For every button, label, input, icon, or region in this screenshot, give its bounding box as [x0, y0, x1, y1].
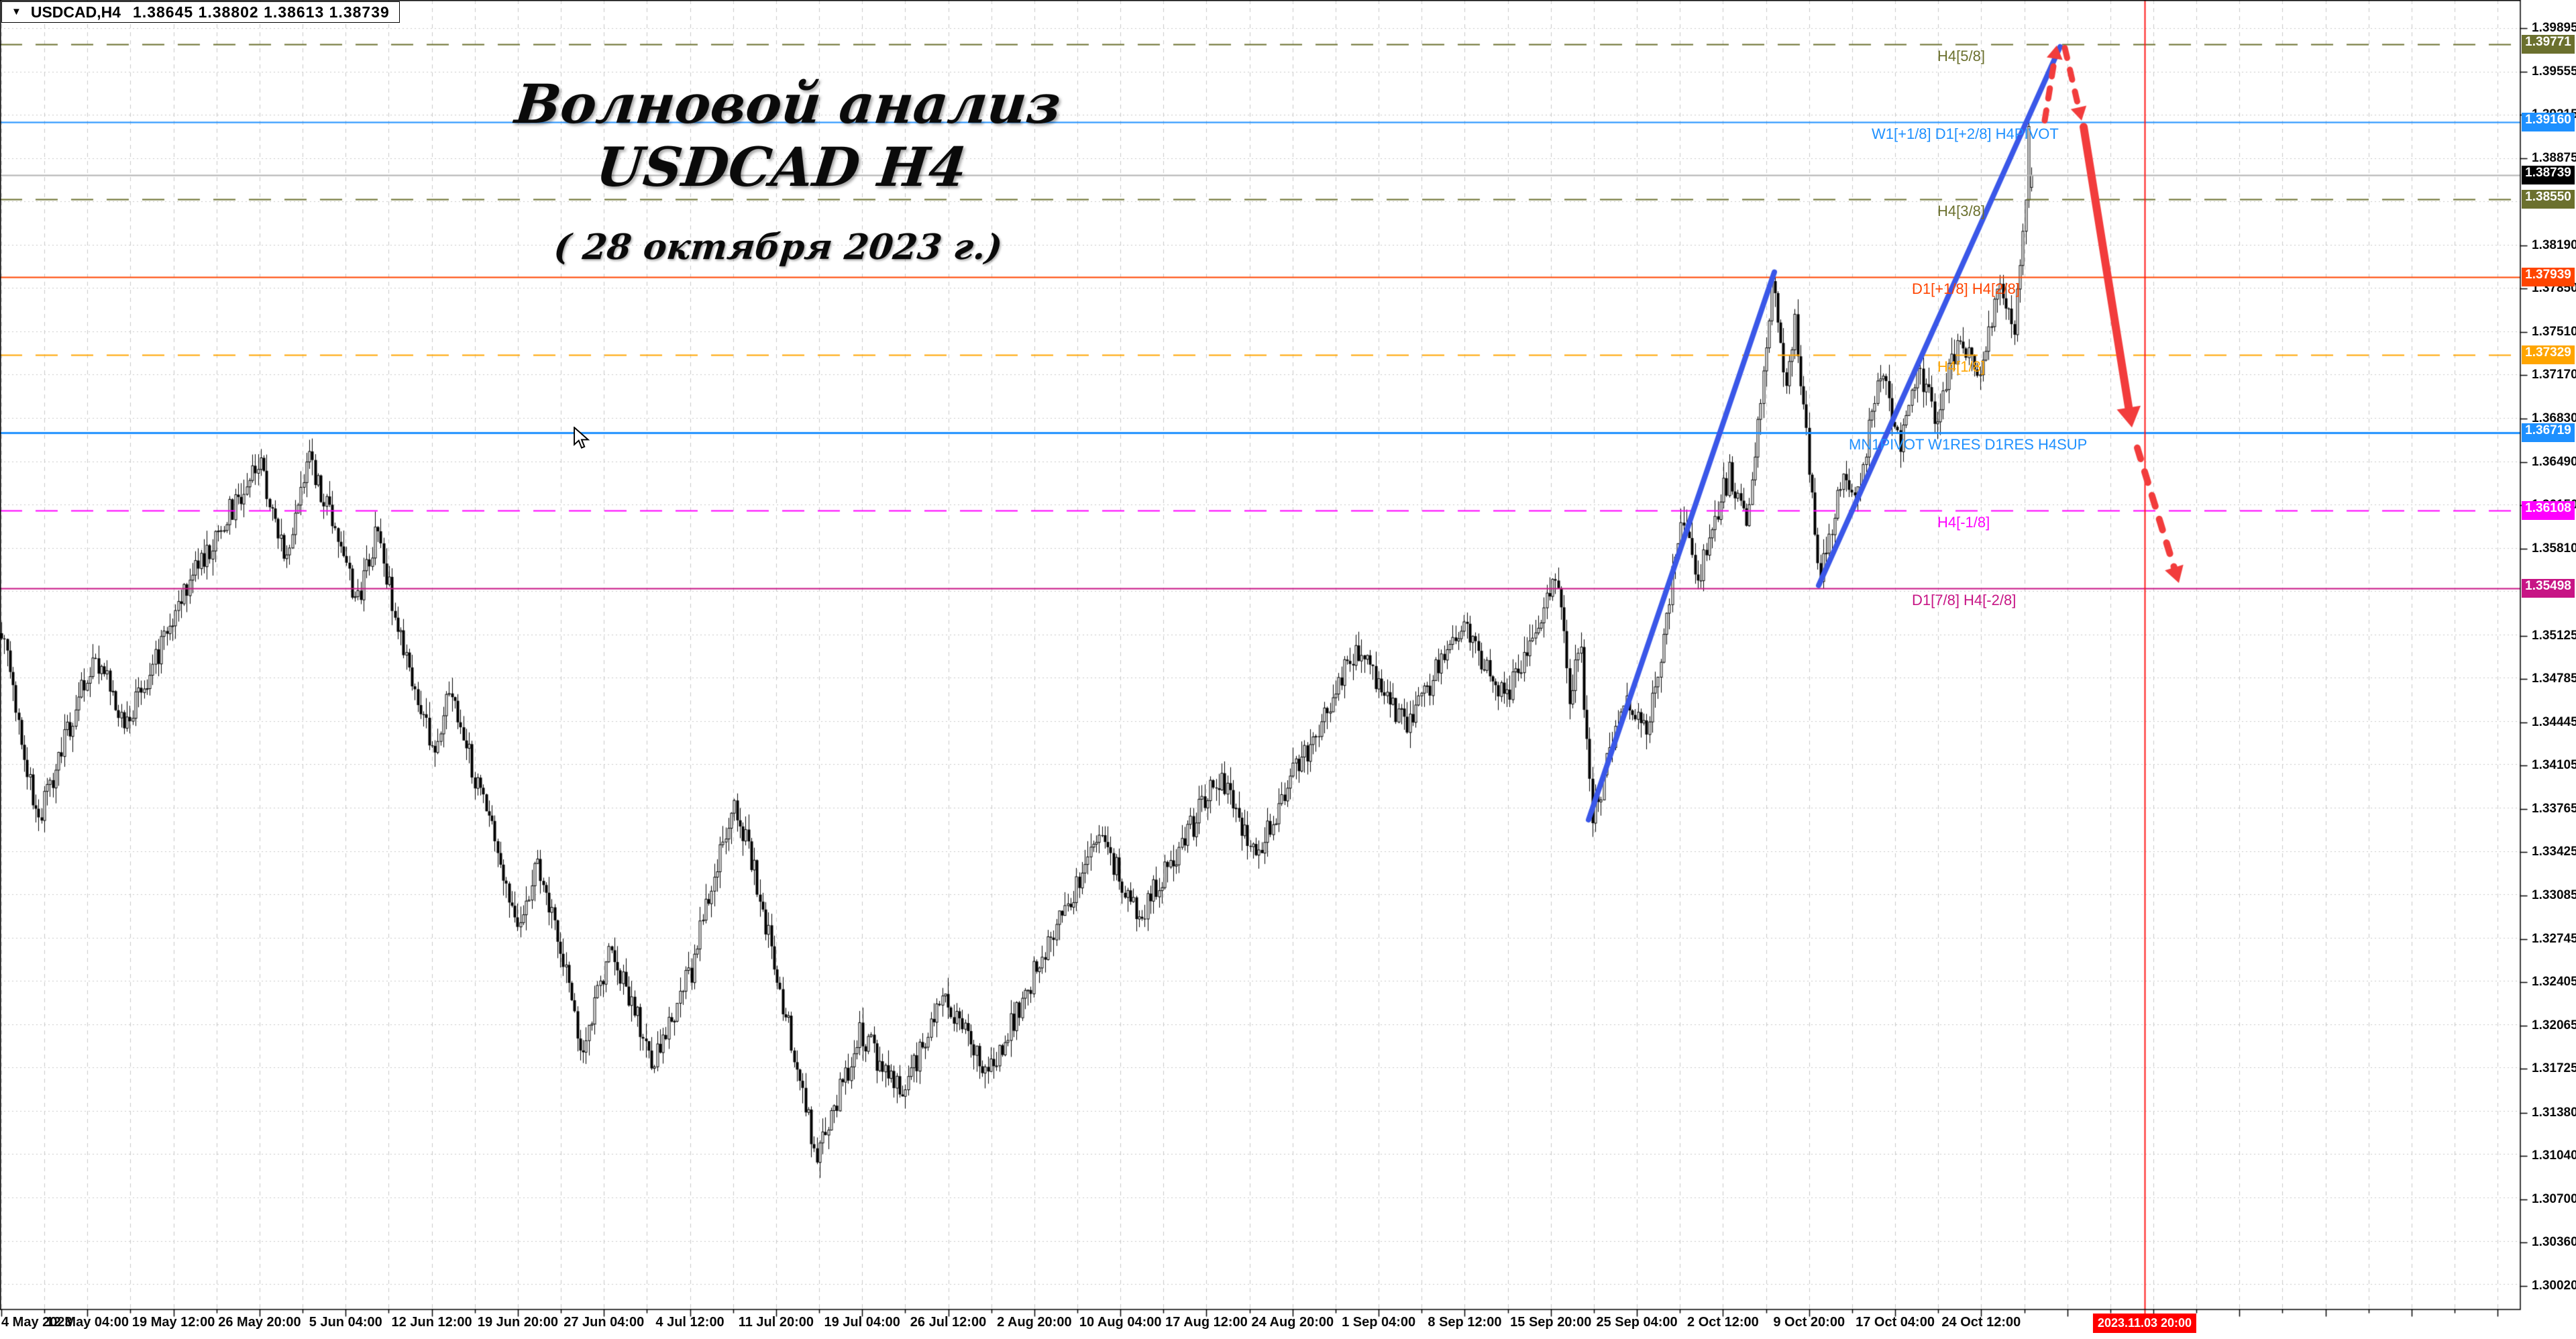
time-tick-label: 19 May 12:00 — [131, 1315, 215, 1330]
time-tick-label: 4 May 2023 — [1, 1315, 72, 1330]
level-label: MN1PIVOT W1RES D1RES H4SUP — [1849, 436, 2088, 453]
time-tick-label: 1 Sep 04:00 — [1342, 1315, 1416, 1330]
price-level-badge: 1.35498 — [2522, 578, 2575, 598]
price-level-badge: 1.37329 — [2522, 345, 2575, 365]
chart-subtitle: ( 28 октября 2023 г.) — [551, 227, 1005, 268]
time-tick-label: 26 May 20:00 — [218, 1315, 301, 1330]
time-tick-label: 24 Aug 20:00 — [1251, 1315, 1334, 1330]
ohlc-values: 1.38645 1.38802 1.38613 1.38739 — [133, 3, 390, 21]
time-tick-label: 11 Jul 20:00 — [738, 1315, 814, 1330]
cursor-date-badge: 2023.11.03 20:00 — [2092, 1314, 2197, 1333]
price-tick-label: 1.34105 — [2532, 758, 2576, 773]
price-tick-label: 1.39895 — [2532, 21, 2576, 35]
time-tick-label: 17 Oct 04:00 — [1856, 1315, 1935, 1330]
time-tick-label: 12 Jun 12:00 — [391, 1315, 472, 1330]
price-tick-label: 1.34445 — [2532, 714, 2576, 729]
level-label: D1[7/8] H4[-2/8] — [1912, 591, 2017, 608]
price-tick-label: 1.31380 — [2532, 1105, 2576, 1120]
price-tick-label: 1.33765 — [2532, 801, 2576, 816]
level-label: D1[+1/8] H4[2/8] — [1912, 280, 2020, 298]
ohlc-info-box: ▼ USDCAD,H4 1.38645 1.38802 1.38613 1.38… — [1, 1, 400, 23]
time-tick-label: 8 Sep 12:00 — [1428, 1315, 1502, 1330]
price-tick-label: 1.37510 — [2532, 324, 2576, 339]
price-tick-label: 1.31040 — [2532, 1148, 2576, 1163]
level-label: H4[-1/8] — [1937, 514, 1990, 531]
price-tick-label: 1.30360 — [2532, 1235, 2576, 1250]
price-tick-label: 1.36830 — [2532, 411, 2576, 425]
price-tick-label: 1.35125 — [2532, 628, 2576, 643]
time-tick-label: 4 Jul 12:00 — [655, 1315, 724, 1330]
price-tick-label: 1.30700 — [2532, 1191, 2576, 1206]
time-tick-label: 10 Aug 04:00 — [1079, 1315, 1162, 1330]
time-tick-label: 15 Sep 20:00 — [1510, 1315, 1592, 1330]
time-tick-label: 26 Jul 12:00 — [910, 1315, 987, 1330]
level-label: H4[5/8] — [1937, 47, 1985, 64]
price-tick-label: 1.39555 — [2532, 64, 2576, 78]
price-tick-label: 1.31725 — [2532, 1061, 2576, 1076]
price-tick-label: 1.36490 — [2532, 454, 2576, 469]
time-tick-label: 5 Jun 04:00 — [309, 1315, 382, 1330]
time-tick-label: 12 May 04:00 — [46, 1315, 129, 1330]
level-label: H4[1/8] — [1937, 358, 1985, 376]
price-level-badge: 1.38550 — [2522, 190, 2575, 209]
time-tick-label: 2 Aug 20:00 — [997, 1315, 1072, 1330]
price-level-badge: 1.39771 — [2522, 34, 2575, 54]
time-tick-label: 27 Jun 04:00 — [564, 1315, 645, 1330]
level-label: W1[+1/8] D1[+2/8] H4PIVOT — [1872, 125, 2059, 142]
time-tick-label: 2 Oct 12:00 — [1687, 1315, 1759, 1330]
price-tick-label: 1.30020 — [2532, 1279, 2576, 1293]
time-tick-label: 17 Aug 12:00 — [1165, 1315, 1248, 1330]
price-level-badge: 1.36719 — [2522, 423, 2575, 443]
price-level-badge: 1.38739 — [2522, 166, 2575, 185]
symbol-dropdown-icon[interactable]: ▼ — [11, 6, 21, 17]
price-tick-label: 1.37170 — [2532, 368, 2576, 382]
chart-title: Волновой анализ USDCAD H4 — [512, 72, 1065, 199]
time-tick-label: 9 Oct 20:00 — [1773, 1315, 1845, 1330]
time-tick-label: 24 Oct 12:00 — [1941, 1315, 2021, 1330]
time-tick-label: 19 Jul 04:00 — [824, 1315, 900, 1330]
time-tick-label: 25 Sep 04:00 — [1596, 1315, 1678, 1330]
price-tick-label: 1.38875 — [2532, 150, 2576, 165]
price-level-badge: 1.36108 — [2522, 501, 2575, 521]
price-level-badge: 1.39160 — [2522, 112, 2575, 131]
price-tick-label: 1.33425 — [2532, 845, 2576, 859]
time-tick-label: 19 Jun 20:00 — [477, 1315, 558, 1330]
price-tick-label: 1.32065 — [2532, 1018, 2576, 1032]
mouse-cursor — [574, 427, 590, 449]
price-tick-label: 1.32405 — [2532, 975, 2576, 989]
price-level-badge: 1.37939 — [2522, 268, 2575, 287]
price-tick-label: 1.32745 — [2532, 931, 2576, 946]
price-tick-label: 1.38190 — [2532, 237, 2576, 252]
symbol-timeframe-label: USDCAD,H4 — [30, 3, 121, 21]
level-label: H4[3/8] — [1937, 203, 1985, 220]
price-tick-label: 1.34785 — [2532, 672, 2576, 686]
price-tick-label: 1.35810 — [2532, 541, 2576, 555]
price-tick-label: 1.33085 — [2532, 888, 2576, 903]
